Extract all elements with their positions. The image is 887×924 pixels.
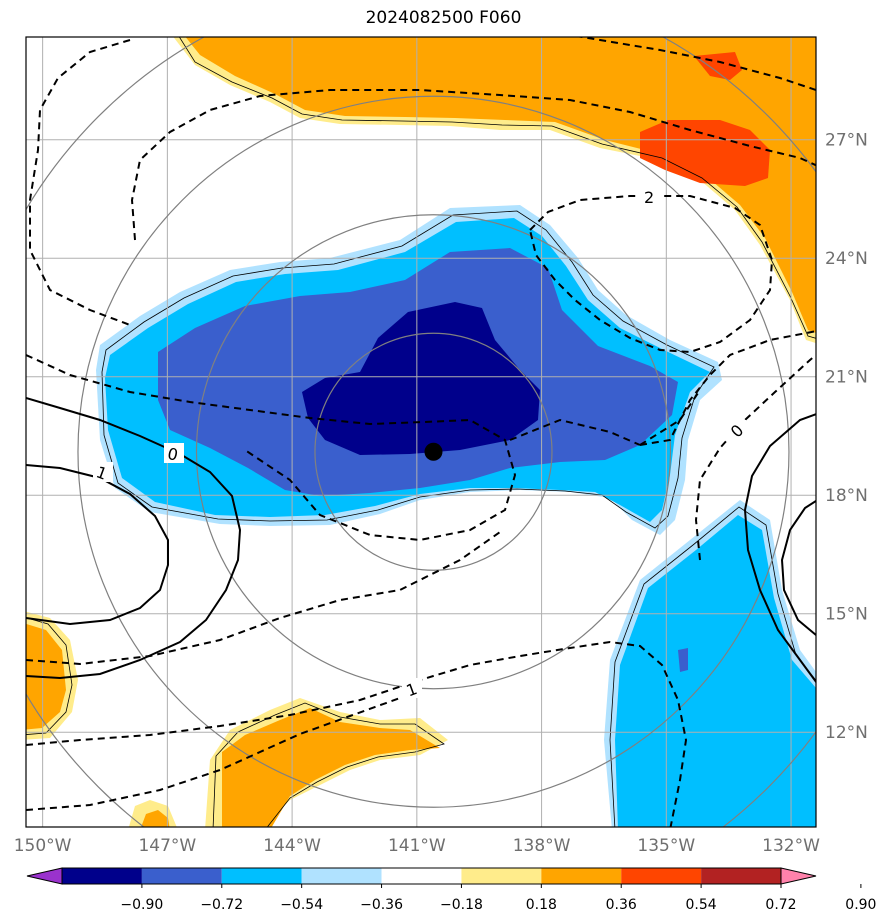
colorbar-segment xyxy=(381,868,462,884)
range-ring xyxy=(77,95,790,808)
longitude-tick-labels: 150°W 147°W 144°W 141°W 138°W 135°W 132°W xyxy=(14,836,820,856)
colorbar-segment xyxy=(62,868,142,884)
colorbar: −0.90 −0.72 −0.54 −0.36 −0.18 0.18 0.36 0.54 0.7… xyxy=(26,867,876,913)
colorbar-tick-label: 0.54 xyxy=(686,897,717,913)
contour-label-bg xyxy=(164,443,184,463)
longitude-tick-label: 138°W xyxy=(513,836,571,856)
contour-label-bg xyxy=(726,420,746,440)
longitude-tick-label: 144°W xyxy=(263,836,321,856)
contour-label-0-west: 0 xyxy=(166,444,180,465)
storm-center-marker xyxy=(424,442,443,461)
range-ring xyxy=(314,332,553,571)
latitude-tick-labels: 27°N 24°N 21°N 18°N 15°N 12°N xyxy=(825,131,868,744)
shaded-field xyxy=(26,37,816,827)
colorbar-segment xyxy=(221,868,302,884)
colorbar-tick-label: −0.90 xyxy=(120,897,163,913)
colorbar-tick-label: 0.72 xyxy=(765,897,796,913)
map-frame xyxy=(25,36,817,828)
solid-contours xyxy=(26,397,816,684)
latitude-tick-label: 15°N xyxy=(825,605,868,625)
longitude-tick-label: 147°W xyxy=(138,836,196,856)
colorbar-segment xyxy=(701,868,781,884)
contour-label-bg xyxy=(640,186,660,206)
colorbar-tick-label: 0.18 xyxy=(526,897,557,913)
positive-region-red-1 xyxy=(640,120,770,186)
latitude-tick-label: 24°N xyxy=(825,249,868,269)
longitude-tick-label: 141°W xyxy=(388,836,446,856)
negative-region-cyan-southeast xyxy=(615,515,816,827)
colorbar-outline xyxy=(61,867,782,885)
colorbar-tick-label: −0.36 xyxy=(360,897,403,913)
colorbar-tick-label: −0.54 xyxy=(280,897,323,913)
latitude-tick-label: 27°N xyxy=(825,131,868,151)
contour-label-2-northeast: 2 xyxy=(644,188,654,207)
colorbar-extend-min xyxy=(26,867,63,885)
longitude-tick-label: 150°W xyxy=(14,836,72,856)
colorbar-segment xyxy=(141,868,222,884)
colorbar-extend-max xyxy=(780,867,817,885)
positive-region-orange-north xyxy=(185,37,816,333)
dashed-contours xyxy=(26,37,816,827)
colorbar-segment xyxy=(621,868,702,884)
colorbar-tick-label: 0.36 xyxy=(606,897,637,913)
colorbar-tick-label: 0.90 xyxy=(845,897,876,913)
contour-label-bg xyxy=(93,462,113,482)
colorbar-segment xyxy=(541,868,622,884)
latitude-tick-label: 12°N xyxy=(825,723,868,743)
colorbar-segment xyxy=(461,868,542,884)
longitude-tick-label: 132°W xyxy=(762,836,820,856)
latitude-tick-label: 18°N xyxy=(825,486,868,506)
map-title: 2024082500 F060 xyxy=(365,8,522,28)
negative-region-navy-core xyxy=(302,302,540,455)
contour-lines xyxy=(26,37,816,827)
positive-region-orange-south xyxy=(222,708,440,827)
latitude-tick-label: 21°N xyxy=(825,368,868,388)
longitude-tick-label: 135°W xyxy=(637,836,695,856)
shade-outlines xyxy=(26,37,816,827)
positive-region-orange-southwest xyxy=(141,810,170,827)
range-ring xyxy=(195,214,672,690)
colorbar-tick-label: −0.72 xyxy=(200,897,243,913)
colorbar-segment xyxy=(301,868,382,884)
contour-label-bg xyxy=(402,678,422,698)
colorbar-tick-label: −0.18 xyxy=(440,897,483,913)
contour-label-group: 0 1 2 0 1 xyxy=(93,186,747,700)
negative-region-royalblue-spot xyxy=(678,648,688,672)
